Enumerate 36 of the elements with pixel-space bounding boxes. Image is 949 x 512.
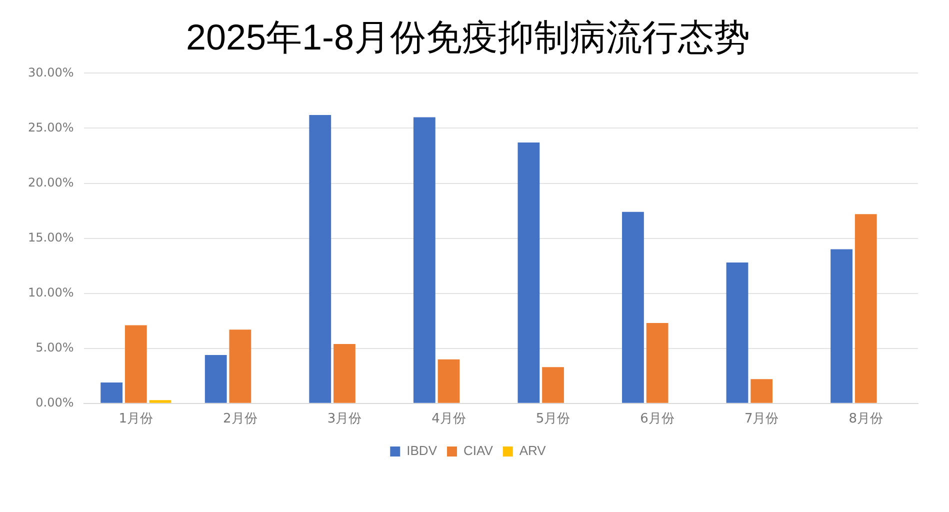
y-tick-label: 5.00% bbox=[36, 340, 74, 354]
chart-title: 2025年1-8月份免疫抑制病流行态势 bbox=[186, 16, 750, 58]
x-tick-label: 7月份 bbox=[744, 412, 779, 427]
bar bbox=[518, 142, 540, 403]
x-tick-label: 3月份 bbox=[327, 412, 362, 427]
x-tick-label: 2月份 bbox=[223, 412, 258, 427]
bar bbox=[542, 367, 564, 403]
bar bbox=[149, 400, 172, 403]
bar bbox=[229, 330, 252, 403]
legend-label: IBDV bbox=[406, 443, 438, 458]
bar bbox=[750, 379, 773, 403]
y-tick-label: 20.00% bbox=[28, 175, 74, 190]
x-tick-label: 8月份 bbox=[848, 412, 883, 427]
x-tick-label: 6月份 bbox=[640, 412, 674, 427]
bar bbox=[830, 249, 852, 403]
bar bbox=[100, 382, 123, 403]
bar bbox=[622, 212, 644, 403]
bar bbox=[204, 354, 227, 403]
bar bbox=[413, 117, 436, 403]
bar bbox=[438, 359, 460, 403]
bar bbox=[646, 323, 668, 403]
legend-label: ARV bbox=[519, 443, 546, 458]
y-tick-label: 30.00% bbox=[28, 65, 74, 80]
y-tick-label: 25.00% bbox=[28, 120, 74, 134]
y-tick-label: 0.00% bbox=[36, 396, 74, 410]
x-tick-label: 1月份 bbox=[118, 412, 154, 427]
bar bbox=[726, 262, 748, 403]
x-tick-label: 5月份 bbox=[536, 412, 570, 427]
y-tick-label: 10.00% bbox=[28, 285, 74, 300]
x-tick-label: 4月份 bbox=[432, 412, 466, 427]
legend-label: CIAV bbox=[463, 443, 494, 458]
bar bbox=[309, 115, 332, 403]
bar bbox=[124, 325, 147, 403]
bar bbox=[334, 344, 356, 403]
y-tick-label: 15.00% bbox=[28, 230, 74, 244]
bar bbox=[854, 214, 877, 403]
